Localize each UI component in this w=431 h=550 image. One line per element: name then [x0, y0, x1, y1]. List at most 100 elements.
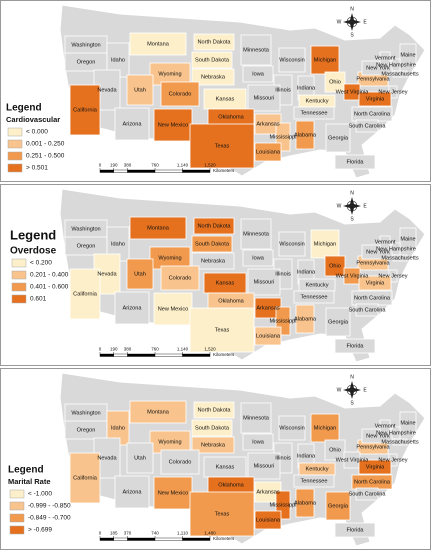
scale-label: 0	[99, 347, 102, 352]
state-label: New Mexico	[158, 122, 188, 128]
compass-letter: E	[363, 19, 367, 25]
state-shape	[310, 413, 340, 443]
state-shape	[399, 411, 417, 435]
compass-letter: W	[337, 203, 342, 209]
state-shape	[247, 268, 281, 296]
legend-label: -0.999 - -0.850	[28, 503, 71, 510]
state-label: Virginia	[366, 96, 385, 102]
compass-letter: S	[350, 216, 354, 222]
state-label: Nevada	[97, 271, 117, 277]
legend-swatch	[7, 151, 23, 161]
state-label: New Jersey	[378, 273, 407, 279]
compass-letter: W	[337, 387, 342, 393]
state-shape	[392, 254, 408, 262]
state-label: South Dakota	[195, 425, 230, 431]
state-shape	[278, 415, 306, 441]
state-shape	[114, 107, 150, 141]
state-label: Maine	[400, 236, 415, 242]
state-label: New Mexico	[158, 306, 188, 312]
state-shape	[325, 307, 351, 337]
state-label: South Dakota	[195, 241, 230, 247]
scale-segment	[154, 169, 183, 173]
scale-label: 0	[99, 531, 102, 536]
scale-label: 740	[151, 531, 159, 536]
state-label: North Carolina	[354, 295, 391, 301]
state-shape	[129, 32, 187, 56]
state-shape	[392, 438, 408, 446]
state-label: Mississippi	[269, 318, 296, 324]
compass-letter: N	[350, 6, 354, 12]
scale-label: 185	[110, 531, 118, 536]
scale-segment	[113, 169, 128, 173]
state-label: Illinois	[275, 271, 291, 277]
state-label: New York	[366, 433, 390, 439]
state-label: Montana	[147, 41, 170, 47]
scale-label: 190	[110, 163, 118, 168]
state-label: Pennsylvania	[356, 76, 390, 82]
state-label: North Carolina	[354, 111, 391, 117]
state-label: Alabama	[294, 316, 317, 322]
state-label: Louisiana	[256, 517, 281, 523]
compass-letter: N	[350, 190, 354, 196]
state-label: Arizona	[123, 305, 143, 311]
legend-label: 0.601	[30, 296, 47, 303]
state-label: Michigan	[314, 425, 336, 431]
state-shape	[358, 459, 392, 475]
state-shape	[334, 522, 376, 538]
scale-segment	[154, 537, 183, 541]
compass-ring	[346, 384, 358, 396]
compass-letter: E	[363, 387, 367, 393]
state-label: Louisiana	[256, 333, 281, 339]
compass-ring	[346, 200, 358, 212]
state-shape	[324, 255, 346, 277]
state-shape	[355, 119, 379, 133]
state-label: North Dakota	[198, 39, 232, 45]
state-shape	[355, 487, 379, 501]
state-shape	[126, 74, 154, 106]
state-label: Wisconsin	[279, 57, 305, 63]
state-label: North Dakota	[198, 407, 232, 413]
state-shape	[247, 84, 281, 112]
scale-label: 1,520	[204, 347, 216, 352]
state-label: New Hampshire	[376, 246, 416, 252]
state-label: Colorado	[169, 91, 192, 97]
scale-label: 380	[124, 163, 132, 168]
scale-label: 1,480	[204, 531, 216, 536]
state-label: New Hampshire	[376, 430, 416, 436]
state-shape	[191, 51, 233, 69]
scale-label: 190	[110, 347, 118, 352]
state-label: Illinois	[275, 87, 291, 93]
map-panel: Washington Oregon Idaho Montana Wyoming North…	[0, 368, 431, 550]
state-shape	[254, 510, 282, 530]
legend-label: 0.201 - 0.400	[30, 272, 69, 279]
state-label: Massachusetts	[381, 71, 419, 77]
legend-variable: Marital Rate	[8, 477, 51, 486]
state-label: Iowa	[252, 71, 265, 77]
state-label: Utah	[134, 455, 146, 461]
state-label: Washington	[71, 410, 100, 416]
state-shape	[334, 338, 376, 354]
legend-swatch	[11, 258, 27, 268]
map-panel: Washington Oregon Idaho Montana Wyoming North…	[0, 0, 431, 182]
scale-label: 1,520	[204, 163, 216, 168]
legend-label: < -1.000	[28, 491, 52, 498]
state-shape	[189, 123, 255, 169]
scale-unit: Kilometers	[213, 352, 235, 357]
scale-label: 1,140	[177, 163, 189, 168]
state-label: Florida	[346, 343, 364, 349]
scale-segment	[113, 537, 128, 541]
state-label: Florida	[346, 527, 364, 533]
scale-segment	[113, 353, 128, 357]
legend-label: 0.401 - 0.600	[30, 284, 69, 291]
state-label: Vermont	[375, 239, 396, 245]
state-shape	[355, 303, 379, 317]
state-label: Pennsylvania	[356, 444, 390, 450]
scale-label: 760	[151, 163, 159, 168]
state-label: Kentucky	[305, 282, 328, 288]
state-label: Ohio	[329, 79, 341, 85]
legend-swatch	[7, 139, 23, 149]
scale-segment	[182, 353, 211, 357]
state-shape	[126, 442, 154, 474]
state-label: Wyoming	[158, 71, 181, 77]
scale-segment	[154, 353, 183, 357]
